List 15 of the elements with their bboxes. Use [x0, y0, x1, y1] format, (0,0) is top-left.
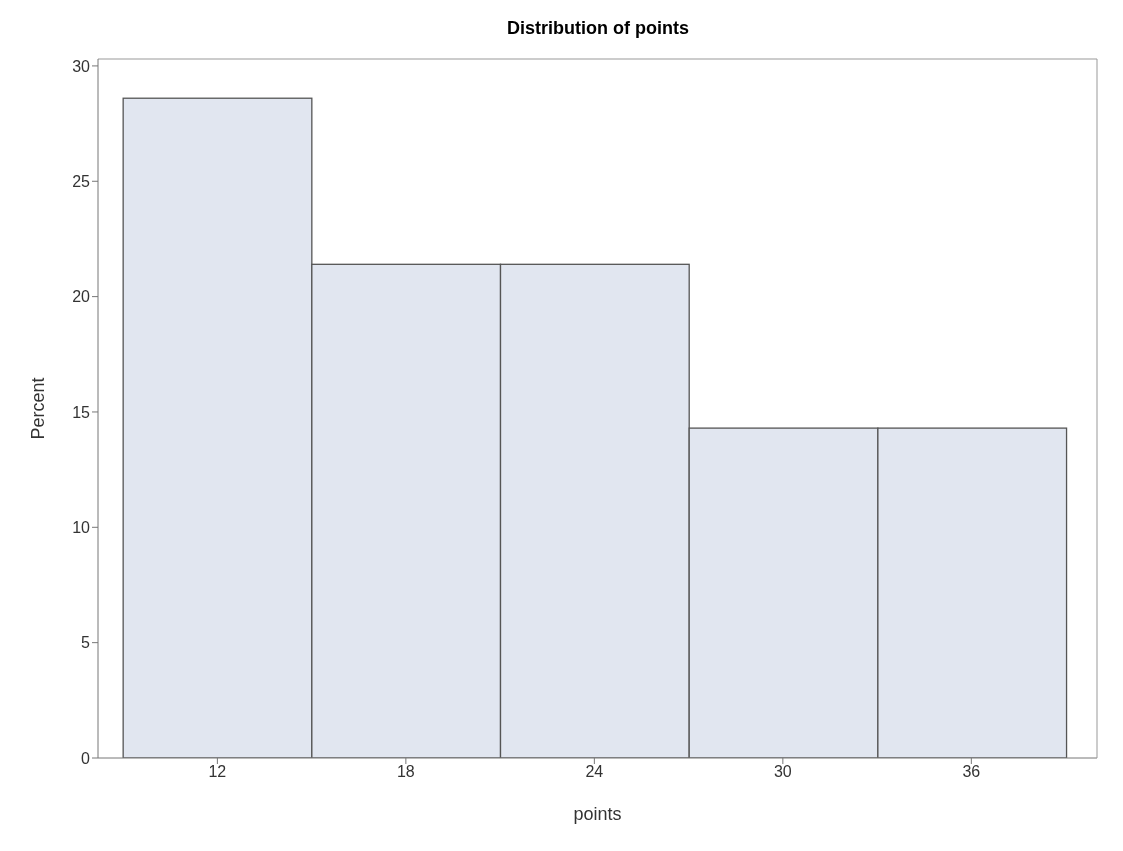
x-tick-label: 30: [773, 763, 792, 781]
y-tick-label: 15: [72, 403, 91, 421]
x-tick-label: 24: [585, 763, 604, 781]
y-axis-title: Percent: [28, 377, 49, 440]
y-tick-label: 30: [72, 57, 91, 75]
y-tick-label: 5: [81, 634, 91, 652]
y-tick-label: 0: [81, 749, 91, 767]
x-tick-label: 12: [208, 763, 227, 781]
y-tick-label: 10: [72, 518, 91, 536]
y-tick-label: 25: [72, 172, 91, 190]
x-tick-label: 36: [962, 763, 981, 781]
chart-title: Distribution of points: [506, 18, 690, 39]
x-tick-label: 18: [396, 763, 415, 781]
y-tick-label: 20: [72, 288, 91, 306]
x-axis-title: points: [573, 804, 622, 824]
